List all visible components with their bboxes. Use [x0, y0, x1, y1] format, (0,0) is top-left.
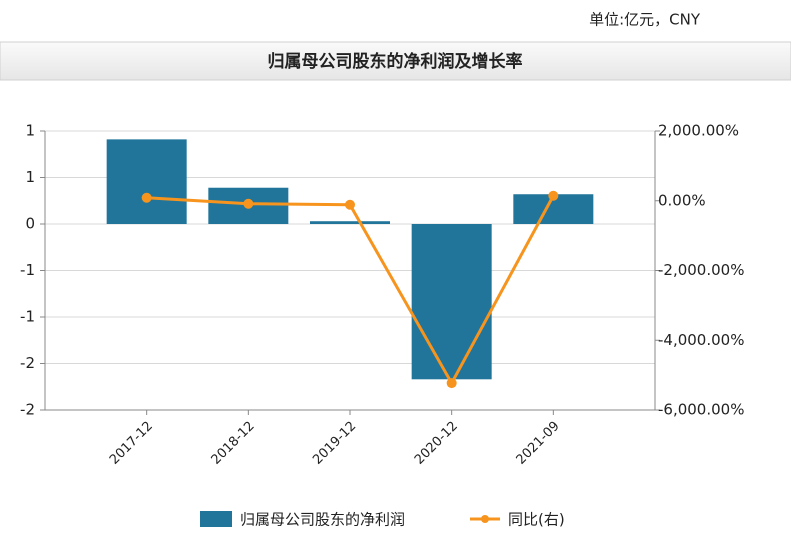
bar	[310, 221, 390, 224]
bar	[411, 224, 492, 380]
legend-swatch	[481, 515, 489, 523]
point	[446, 378, 457, 389]
x-tick-label: 2018-12	[209, 419, 258, 468]
point	[345, 199, 355, 210]
legend-label: 同比(右)	[508, 511, 565, 529]
y-tick-label: -1	[20, 308, 35, 326]
y-tick-label: 0	[25, 215, 35, 233]
chart-title: 归属母公司股东的净利润及增长率	[268, 51, 523, 72]
y-tick-label: 1	[25, 168, 35, 186]
legend-swatch	[200, 511, 232, 527]
bar	[106, 139, 187, 224]
y2-tick-label: -4,000.00%	[658, 331, 744, 349]
point	[141, 192, 152, 203]
title-bar	[0, 41, 791, 81]
x-tick-label: 2019-12	[310, 419, 359, 468]
x-tick-label: 2020-12	[412, 419, 461, 468]
legend-label: 归属母公司股东的净利润	[240, 511, 405, 529]
x-tick-label: 2017-12	[107, 419, 156, 468]
y-tick-label: -2	[20, 354, 35, 372]
y-tick-label: 1	[25, 122, 35, 140]
y2-tick-label: 0.00%	[658, 191, 706, 209]
point	[243, 198, 254, 209]
y2-tick-label: -6,000.00%	[658, 401, 744, 419]
y-tick-label: -2	[20, 401, 35, 419]
y2-tick-label: 2,000.00%	[658, 122, 739, 140]
y-tick-label: -1	[20, 261, 35, 279]
unit-label: 单位:亿元，CNY	[589, 11, 701, 29]
y2-tick-label: -2,000.00%	[658, 261, 744, 279]
x-tick-label: 2021-09	[514, 419, 563, 468]
point	[548, 190, 559, 201]
